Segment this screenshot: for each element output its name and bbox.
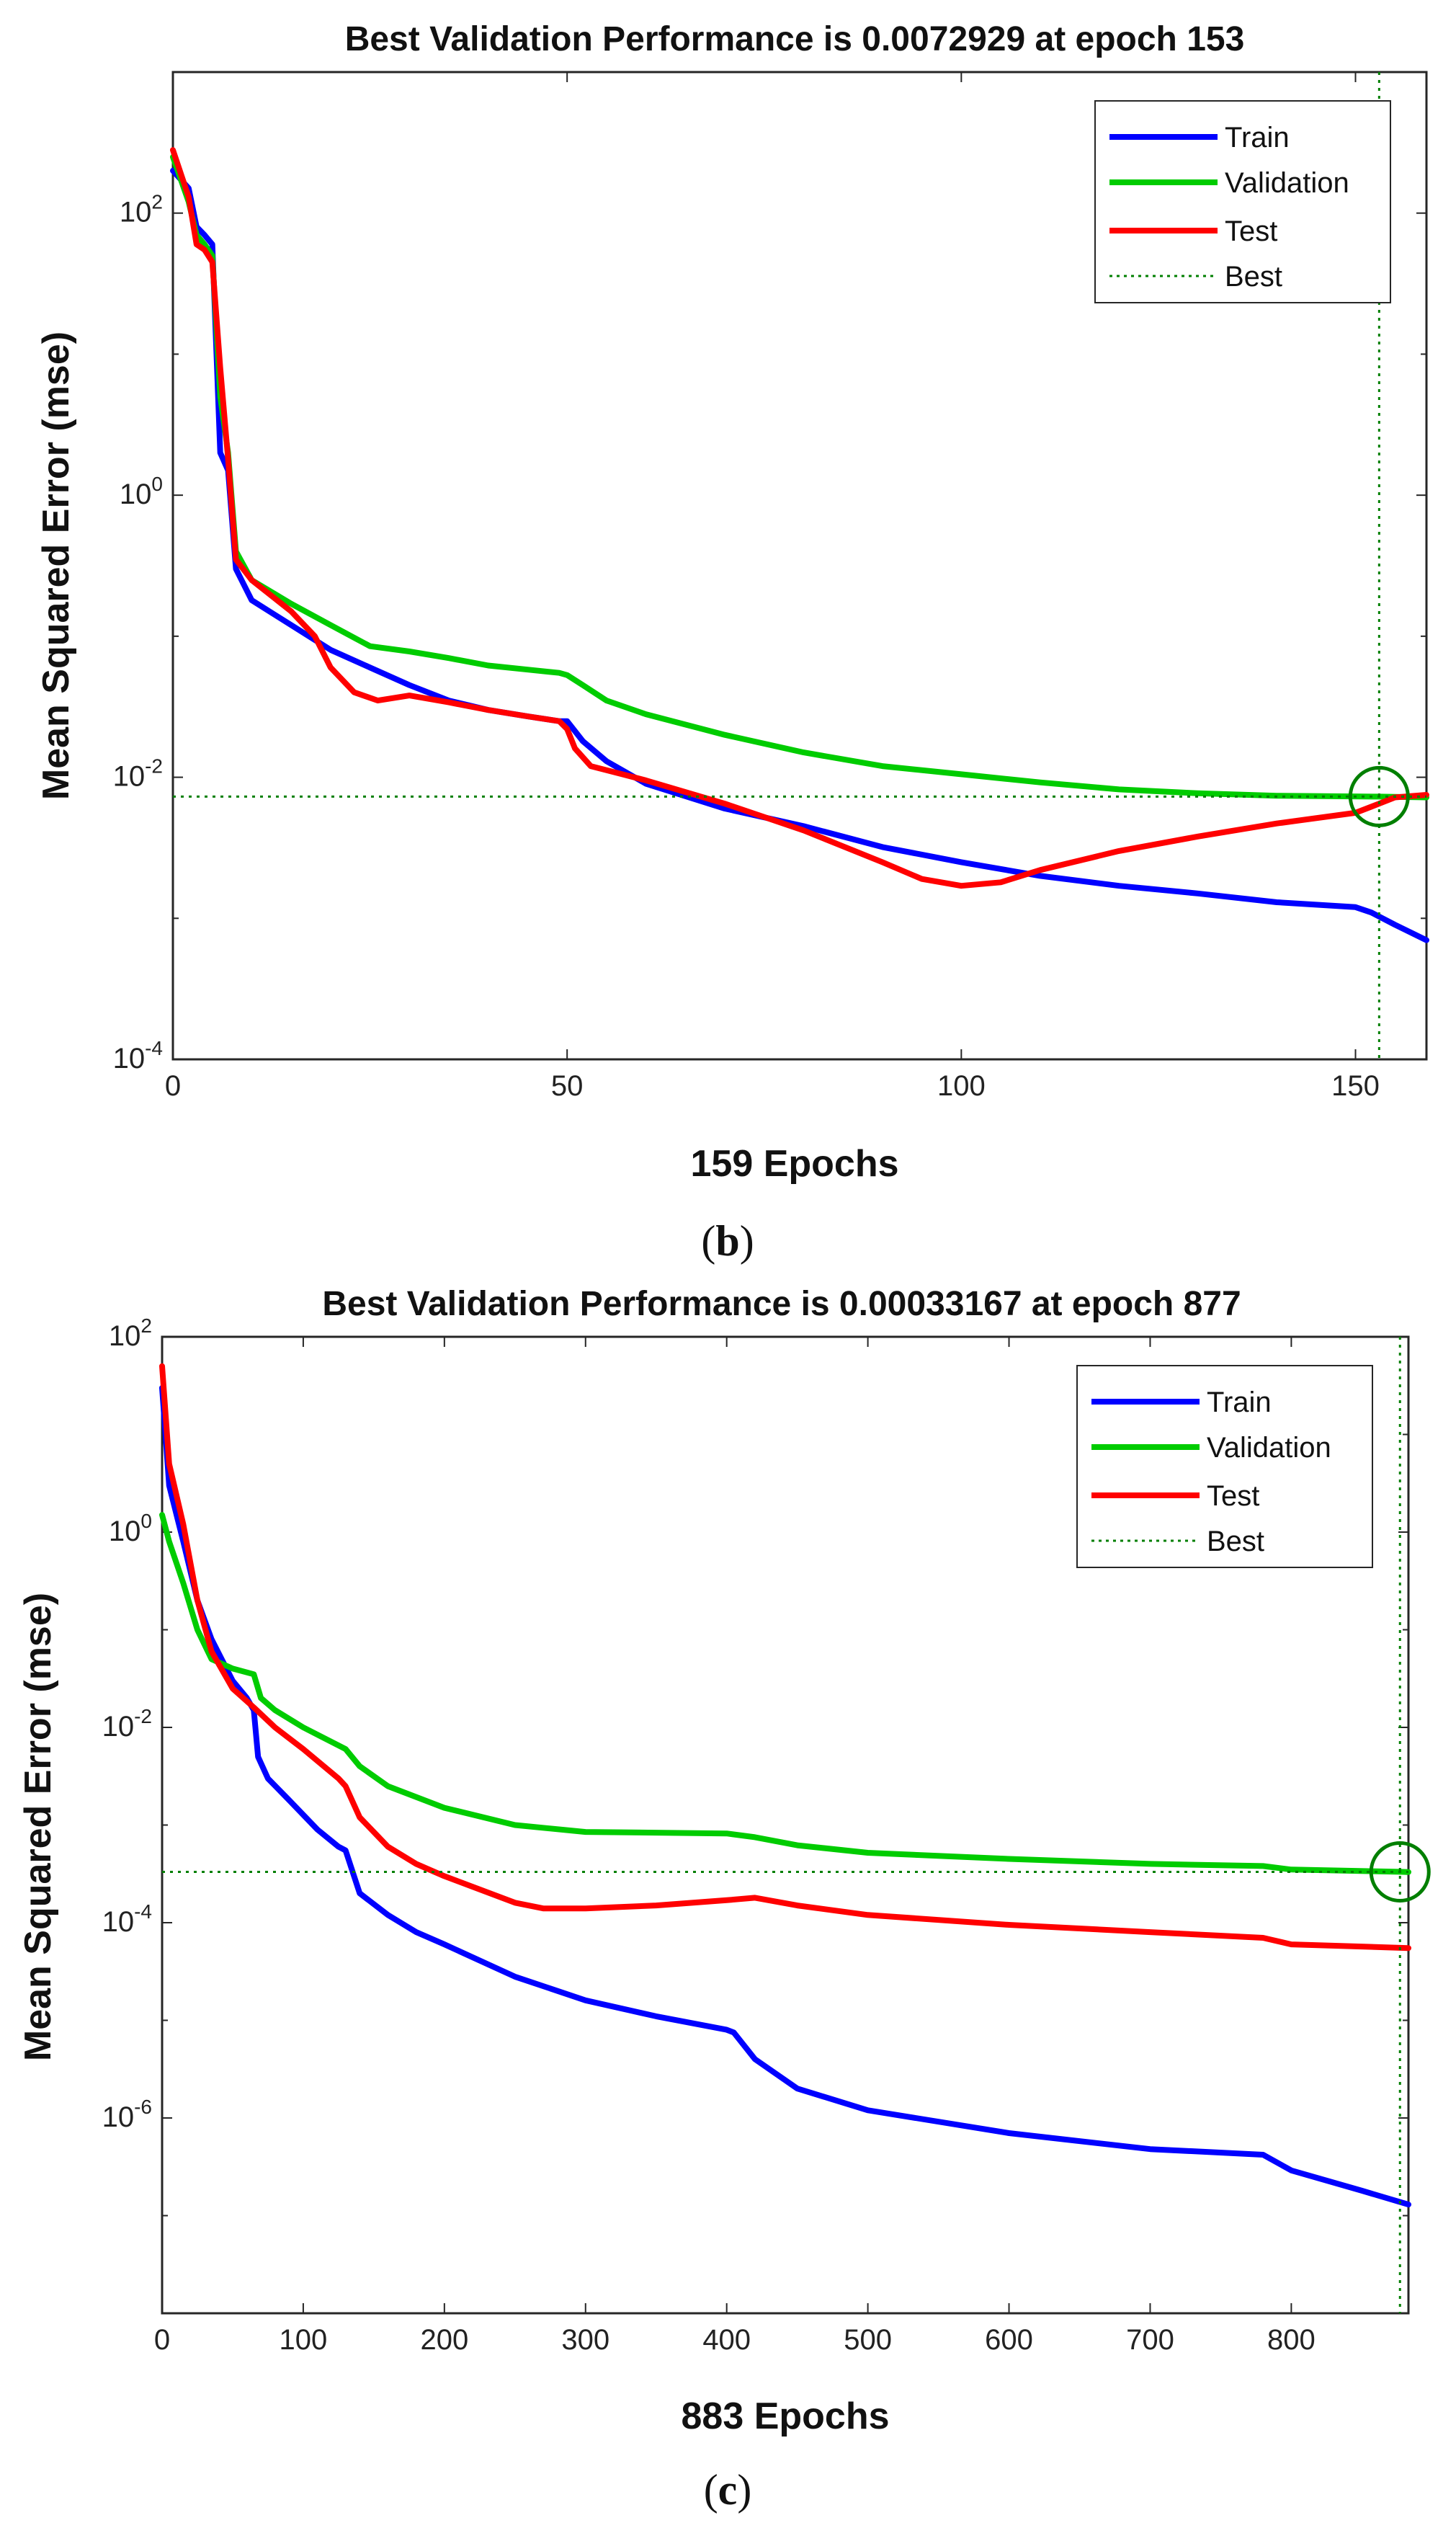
chart-c-ylabel: Mean Squared Error (mse) xyxy=(17,1593,59,2061)
chart-c-xlabel: 883 Epochs xyxy=(681,2395,889,2437)
chart-c-legend-best: Best xyxy=(1207,1526,1264,1557)
chart-c-xtick-label: 100 xyxy=(280,2324,328,2356)
chart-c-xtick-label: 200 xyxy=(420,2324,468,2356)
chart-b-series xyxy=(170,147,1429,943)
chart-c-best-markers xyxy=(162,1337,1431,2313)
chart-c-title: Best Validation Performance is 0.0003316… xyxy=(322,1285,1241,1323)
chart-b-best-circle xyxy=(1348,765,1410,827)
caption-c-open: ( xyxy=(704,2466,718,2514)
chart-b-ytick-label: 10-2 xyxy=(113,755,163,793)
chart-b-legend-train: Train xyxy=(1225,122,1290,153)
chart-c-legend: Train Validation Test Best xyxy=(1076,1365,1373,1568)
chart-c-ticks: 0 100 200 300 400 500 600 700 800 10-6 10-4 10-2 100… xyxy=(102,1314,1408,2356)
chart-c-xtick-label: 0 xyxy=(154,2324,170,2356)
chart-c-ytick-label: 10-2 xyxy=(102,1705,152,1743)
chart-b-ytick-label: 10-4 xyxy=(113,1037,163,1074)
chart-b-best-markers xyxy=(173,72,1426,1059)
chart-c-ytick-label: 102 xyxy=(109,1314,152,1352)
panel-c: Best Validation Performance is 0.0003316… xyxy=(17,1285,1431,2514)
chart-c-ytick-label: 10-6 xyxy=(102,2096,152,2133)
chart-c-xtick-label: 600 xyxy=(985,2324,1033,2356)
chart-b-xtick-label: 150 xyxy=(1331,1070,1380,1102)
chart-c-xtick-label: 500 xyxy=(844,2324,892,2356)
chart-c-xtick-label: 300 xyxy=(561,2324,609,2356)
chart-c-ytick-label: 100 xyxy=(109,1510,152,1547)
chart-b-legend-test: Test xyxy=(1225,215,1277,247)
caption-c-close: ) xyxy=(737,2466,751,2514)
caption-b: (b) xyxy=(701,1217,754,1265)
caption-b-close: ) xyxy=(740,1217,754,1265)
chart-b-title: Best Validation Performance is 0.0072929… xyxy=(345,20,1245,58)
chart-c-legend-test: Test xyxy=(1207,1480,1259,1512)
chart-c-xtick-label: 800 xyxy=(1267,2324,1316,2356)
chart-c-series-test xyxy=(159,1363,1411,1952)
chart-c-best-circle xyxy=(1369,1841,1431,1903)
chart-b-legend-validation: Validation xyxy=(1225,167,1349,199)
chart-b-xlabel: 159 Epochs xyxy=(690,1143,898,1185)
caption-c-letter: c xyxy=(718,2466,738,2514)
chart-c-series xyxy=(159,1363,1411,2208)
chart-b-legend-best: Best xyxy=(1225,261,1282,293)
caption-b-open: ( xyxy=(701,1217,715,1265)
caption-c: (c) xyxy=(704,2466,752,2514)
chart-c-legend-validation: Validation xyxy=(1207,1432,1331,1464)
chart-c-xtick-label: 400 xyxy=(702,2324,751,2356)
chart-b-ylabel: Mean Squared Error (mse) xyxy=(35,331,77,800)
chart-b-ytick-label: 100 xyxy=(120,473,163,510)
caption-b-letter: b xyxy=(715,1217,739,1265)
chart-b-xtick-label: 100 xyxy=(937,1070,986,1102)
chart-b-ytick-label: 102 xyxy=(120,191,163,228)
panel-b: Best Validation Performance is 0.0072929… xyxy=(35,20,1429,1265)
chart-c-xtick-label: 700 xyxy=(1126,2324,1174,2356)
chart-b-xtick-label: 0 xyxy=(165,1070,181,1102)
chart-c-series-train xyxy=(159,1384,1411,2208)
chart-b-series-test xyxy=(170,147,1429,889)
chart-b-xtick-label: 50 xyxy=(551,1070,584,1102)
chart-c-ytick-label: 10-4 xyxy=(102,1900,152,1938)
chart-c-legend-train: Train xyxy=(1207,1387,1272,1418)
chart-b-legend: Train Validation Test Best xyxy=(1094,100,1391,303)
chart-b-ticks: 0 50 100 150 10-4 10-2 100 102 xyxy=(113,71,1426,1102)
